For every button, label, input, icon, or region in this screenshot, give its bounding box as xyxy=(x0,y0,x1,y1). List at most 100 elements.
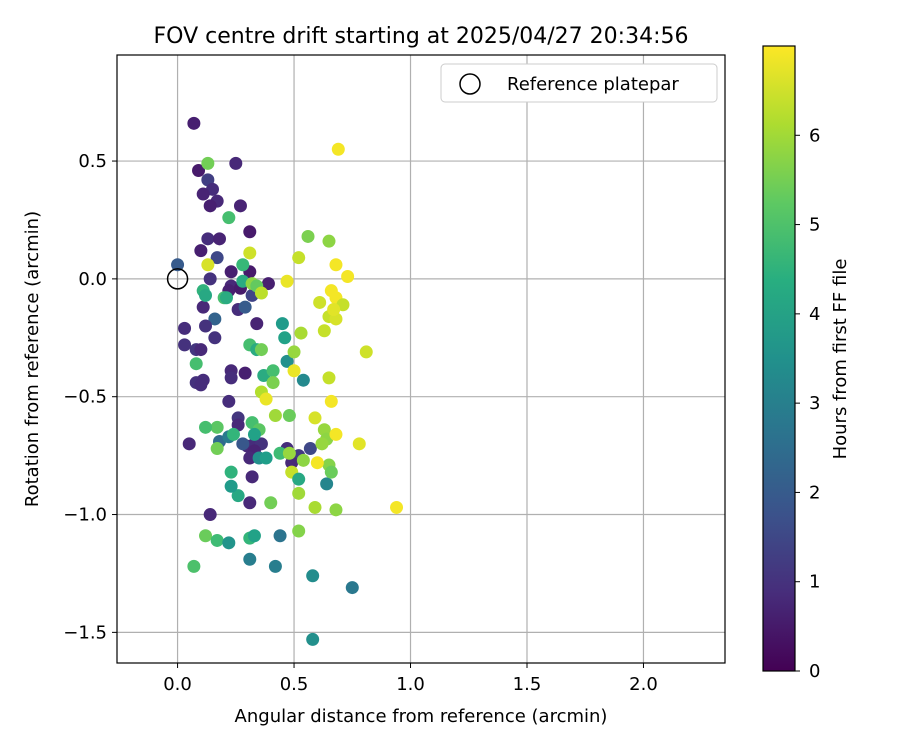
data-point xyxy=(236,437,250,451)
colorbar-gradient xyxy=(762,45,796,672)
data-point xyxy=(292,472,306,486)
data-point xyxy=(280,354,294,368)
data-point xyxy=(331,142,345,156)
data-point xyxy=(390,500,404,514)
data-point xyxy=(199,288,213,302)
x-tick-label: 1.5 xyxy=(513,674,542,695)
grid xyxy=(117,55,725,663)
data-point xyxy=(210,442,224,456)
x-tick-label: 0.5 xyxy=(280,674,309,695)
data-point xyxy=(296,453,310,467)
data-point xyxy=(292,524,306,538)
data-point xyxy=(201,156,215,170)
data-point xyxy=(359,345,373,359)
data-point xyxy=(194,343,208,357)
data-point xyxy=(187,559,201,573)
colorbar: 0 1 2 3 4 5 6 Hours from first FF file xyxy=(762,45,851,682)
legend-reference-marker-icon xyxy=(459,73,481,95)
data-point xyxy=(268,409,282,423)
colorbar-tick-label: 2 xyxy=(809,482,820,503)
data-point xyxy=(224,479,238,493)
data-point xyxy=(247,427,261,441)
data-point xyxy=(345,581,359,595)
data-point xyxy=(243,225,257,239)
data-points xyxy=(171,116,404,646)
data-point xyxy=(327,303,341,317)
data-point xyxy=(273,446,287,460)
x-axis-ticks: 0.0 0.5 1.0 1.5 2.0 xyxy=(163,663,658,695)
data-point xyxy=(296,373,310,387)
data-point xyxy=(341,270,355,284)
reference-marker xyxy=(166,268,189,290)
data-point xyxy=(222,536,236,550)
data-point xyxy=(282,409,296,423)
data-point xyxy=(294,326,308,340)
plot-frame xyxy=(116,54,726,664)
data-point xyxy=(243,496,257,510)
data-point xyxy=(194,244,208,258)
data-point xyxy=(229,156,243,170)
data-point xyxy=(292,251,306,265)
data-point xyxy=(266,376,280,390)
data-point xyxy=(329,427,343,441)
colorbar-tick-label: 0 xyxy=(809,661,820,682)
data-point xyxy=(196,187,210,201)
y-tick-label: −1.5 xyxy=(63,622,107,643)
data-point xyxy=(224,265,238,279)
data-point xyxy=(238,366,252,380)
data-point xyxy=(231,489,245,503)
data-point xyxy=(259,392,273,406)
colorbar-tick-label: 1 xyxy=(809,572,820,593)
data-point xyxy=(308,411,322,425)
data-point xyxy=(189,357,203,371)
data-point xyxy=(171,258,185,272)
data-point xyxy=(317,324,331,338)
data-point xyxy=(324,465,338,479)
data-point xyxy=(243,552,257,566)
data-point xyxy=(306,569,320,583)
data-point xyxy=(199,420,213,434)
colorbar-tick-label: 4 xyxy=(809,304,820,325)
data-point xyxy=(287,345,301,359)
data-point xyxy=(278,331,292,345)
data-point xyxy=(199,529,213,543)
y-axis-ticks: 0.5 0.0 −0.5 −1.0 −1.5 xyxy=(63,151,117,643)
data-point xyxy=(282,446,296,460)
x-tick-label: 0.0 xyxy=(163,674,192,695)
data-point xyxy=(187,116,201,130)
data-point xyxy=(201,258,215,272)
data-point xyxy=(329,258,343,272)
data-point xyxy=(247,529,261,543)
colorbar-tick-label: 5 xyxy=(809,215,820,236)
colorbar-tick-label: 6 xyxy=(809,125,820,146)
data-point xyxy=(243,246,257,260)
y-tick-label: 0.0 xyxy=(78,269,107,290)
data-point xyxy=(233,199,247,213)
data-point xyxy=(301,229,315,243)
data-point xyxy=(203,199,217,213)
data-point xyxy=(268,559,282,573)
data-point xyxy=(203,272,217,286)
data-point xyxy=(266,364,280,378)
data-point xyxy=(261,277,275,291)
data-point xyxy=(313,295,327,309)
data-point xyxy=(212,232,226,246)
data-point xyxy=(254,343,268,357)
legend-box xyxy=(440,63,718,103)
data-point xyxy=(196,300,210,314)
data-point xyxy=(292,486,306,500)
data-point xyxy=(275,317,289,331)
data-point xyxy=(222,394,236,408)
x-tick-label: 2.0 xyxy=(629,674,658,695)
data-point xyxy=(208,312,222,326)
y-tick-label: −1.0 xyxy=(63,505,107,526)
data-point xyxy=(243,451,257,465)
data-point xyxy=(219,291,233,305)
data-point xyxy=(226,427,240,441)
data-point xyxy=(194,378,208,392)
data-point xyxy=(329,503,343,517)
data-point xyxy=(238,300,252,314)
data-point xyxy=(182,437,196,451)
